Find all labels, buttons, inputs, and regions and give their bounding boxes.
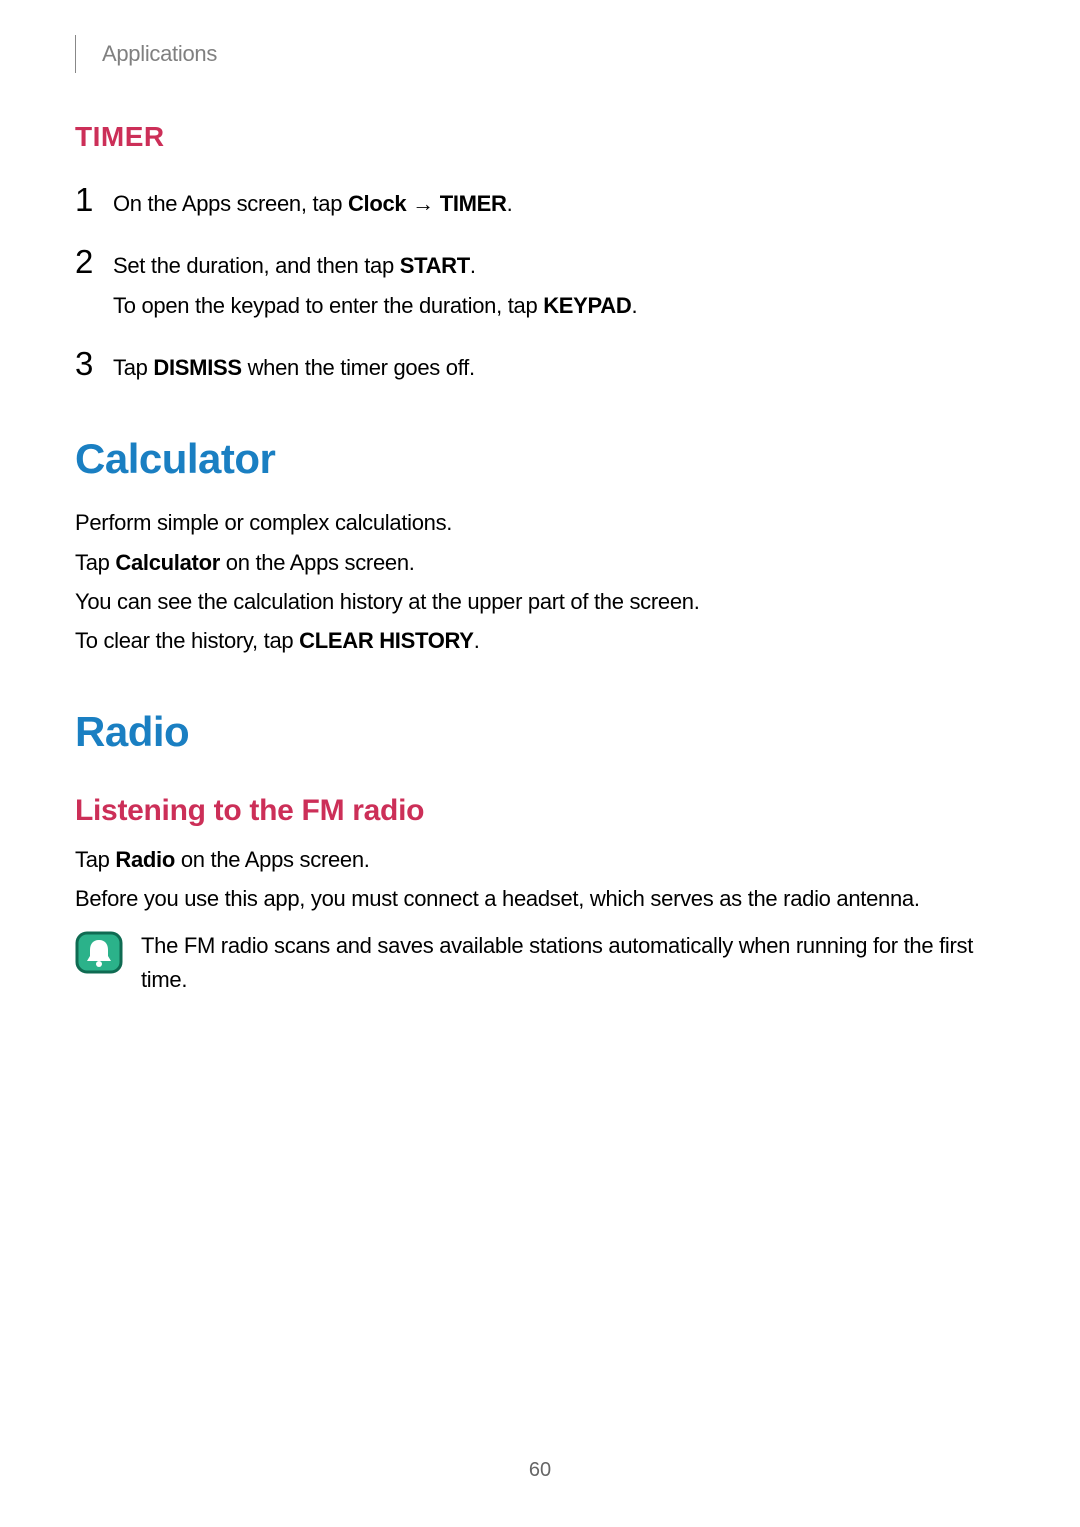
bold-text: START xyxy=(400,253,470,278)
timer-heading: TIMER xyxy=(75,121,1005,153)
paragraph: Perform simple or complex calculations. xyxy=(75,505,1005,540)
text: To clear the history, tap xyxy=(75,628,299,653)
step-number: 2 xyxy=(75,245,113,278)
bold-text: TIMER xyxy=(440,191,507,216)
text: on the Apps screen. xyxy=(220,550,415,575)
bell-icon xyxy=(75,931,123,974)
list-item: 2 Set the duration, and then tap START. … xyxy=(75,245,1005,323)
text: . xyxy=(507,191,513,216)
text: To open the keypad to enter the duration… xyxy=(113,293,543,318)
text: Set the duration, and then tap xyxy=(113,253,400,278)
step-number: 1 xyxy=(75,183,113,216)
paragraph: To clear the history, tap CLEAR HISTORY. xyxy=(75,623,1005,658)
radio-heading: Radio xyxy=(75,708,1005,756)
text: On the Apps screen, tap xyxy=(113,191,348,216)
list-item: 3 Tap DISMISS when the timer goes off. xyxy=(75,347,1005,385)
bold-text: Calculator xyxy=(115,550,220,575)
calculator-heading: Calculator xyxy=(75,435,1005,483)
bold-text: Clock xyxy=(348,191,406,216)
page-number: 60 xyxy=(0,1459,1080,1482)
step-body: On the Apps screen, tap Clock → TIMER. xyxy=(113,183,512,221)
bold-text: DISMISS xyxy=(153,355,241,380)
text: → xyxy=(406,191,439,216)
text: . xyxy=(474,628,480,653)
bold-text: Radio xyxy=(115,847,175,872)
text: on the Apps screen. xyxy=(175,847,370,872)
timer-steps-list: 1 On the Apps screen, tap Clock → TIMER.… xyxy=(75,183,1005,385)
text: Tap xyxy=(75,847,115,872)
paragraph: You can see the calculation history at t… xyxy=(75,584,1005,619)
paragraph: Tap Radio on the Apps screen. xyxy=(75,842,1005,877)
step-body: Tap DISMISS when the timer goes off. xyxy=(113,347,475,385)
radio-subheading: Listening to the FM radio xyxy=(75,794,1005,828)
text: . xyxy=(470,253,476,278)
text: Tap xyxy=(113,355,153,380)
note-block: The FM radio scans and saves available s… xyxy=(75,929,1005,997)
paragraph: Tap Calculator on the Apps screen. xyxy=(75,545,1005,580)
page-container: Applications TIMER 1 On the Apps screen,… xyxy=(0,0,1080,997)
step-subtext: To open the keypad to enter the duration… xyxy=(113,289,637,323)
step-body: Set the duration, and then tap START. To… xyxy=(113,245,637,323)
text: Tap xyxy=(75,550,115,575)
text: . xyxy=(631,293,637,318)
bold-text: CLEAR HISTORY xyxy=(299,628,474,653)
note-text: The FM radio scans and saves available s… xyxy=(141,929,1005,997)
paragraph: Before you use this app, you must connec… xyxy=(75,881,1005,916)
step-number: 3 xyxy=(75,347,113,380)
bold-text: KEYPAD xyxy=(543,293,631,318)
header-bar: Applications xyxy=(75,35,1005,73)
text: when the timer goes off. xyxy=(242,355,475,380)
list-item: 1 On the Apps screen, tap Clock → TIMER. xyxy=(75,183,1005,221)
breadcrumb: Applications xyxy=(102,41,217,67)
